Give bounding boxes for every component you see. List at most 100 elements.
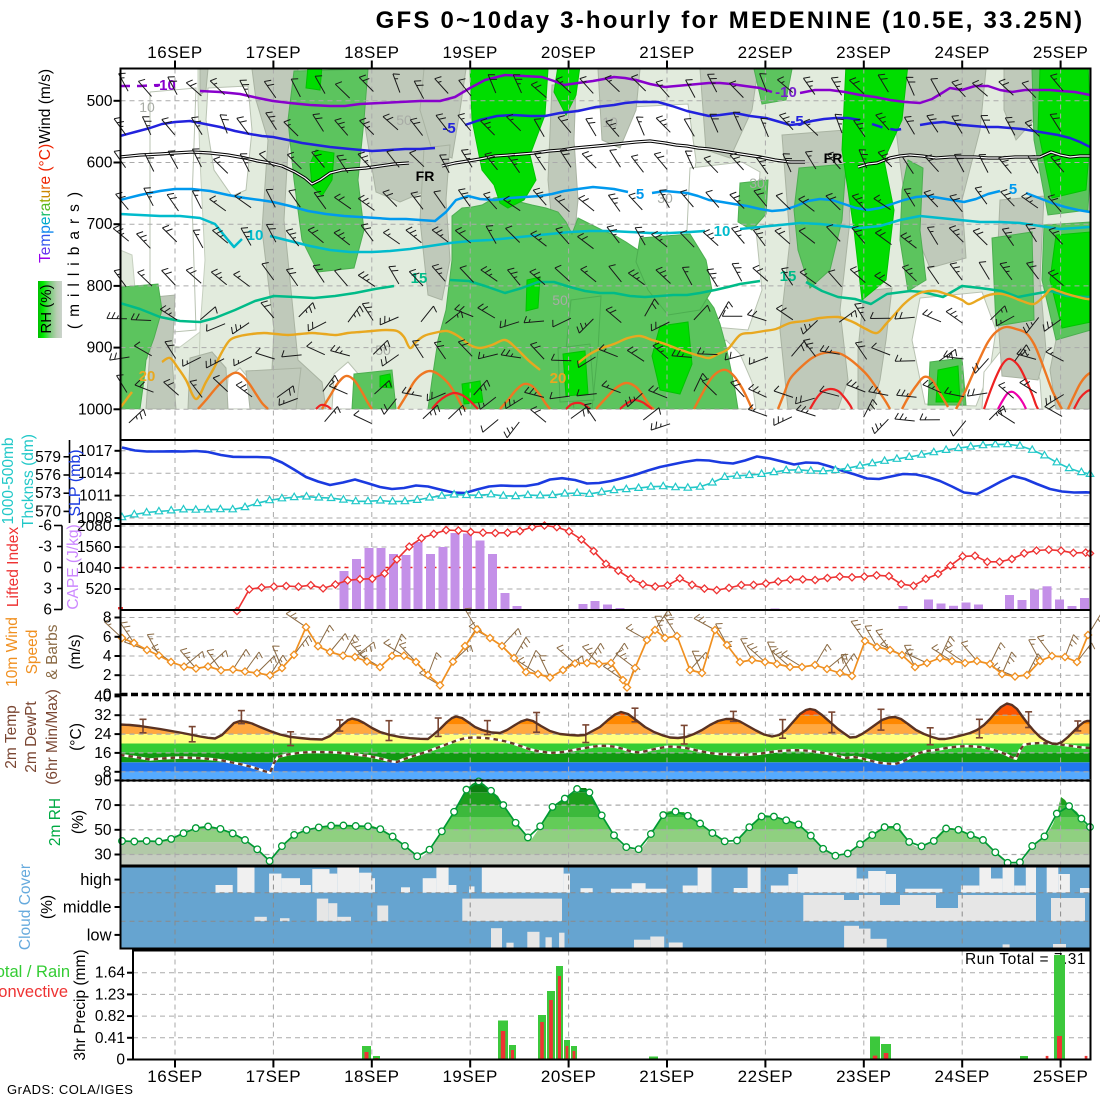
svg-text:2m RH: 2m RH [47, 798, 64, 846]
svg-text:17SEP: 17SEP [246, 43, 301, 62]
svg-text:8: 8 [103, 764, 112, 781]
svg-text:0: 0 [103, 687, 112, 704]
svg-text:1017: 1017 [78, 443, 112, 460]
svg-text:1008: 1008 [78, 510, 112, 527]
svg-text:(millibars): (millibars) [66, 185, 83, 329]
svg-text:700: 700 [87, 216, 113, 233]
svg-text:10m Wind: 10m Wind [4, 617, 21, 687]
svg-text:0.41: 0.41 [95, 1030, 125, 1047]
svg-text:low: low [87, 926, 112, 944]
svg-text:70: 70 [94, 797, 112, 814]
svg-text:23SEP: 23SEP [836, 1067, 891, 1086]
svg-text:579: 579 [35, 449, 61, 466]
svg-text:22SEP: 22SEP [738, 1067, 793, 1086]
svg-text:1011: 1011 [79, 488, 112, 505]
svg-text:-6: -6 [38, 518, 52, 535]
svg-text:2m DewPt: 2m DewPt [23, 701, 40, 773]
svg-text:573: 573 [35, 485, 61, 502]
svg-text:Temperature (°C)Wind (m/s): Temperature (°C)Wind (m/s) [37, 69, 54, 263]
svg-text:19SEP: 19SEP [442, 1067, 497, 1086]
svg-text:1000-500mb: 1000-500mb [0, 437, 17, 524]
svg-text:24SEP: 24SEP [934, 1067, 989, 1086]
svg-text:FR: FR [416, 168, 435, 184]
svg-text:RH (%): RH (%) [38, 284, 55, 333]
svg-text:576: 576 [35, 467, 61, 484]
svg-text:10: 10 [139, 99, 155, 115]
svg-text:(%): (%) [70, 810, 87, 834]
svg-text:1560: 1560 [77, 539, 112, 556]
svg-text:10: 10 [714, 223, 731, 240]
svg-text:(6hr Min/Max): (6hr Min/Max) [44, 689, 61, 785]
svg-text:2080: 2080 [77, 518, 112, 535]
svg-text:high: high [80, 871, 111, 889]
svg-text:19SEP: 19SEP [442, 43, 497, 62]
svg-text:10: 10 [602, 114, 618, 130]
svg-text:50: 50 [552, 292, 568, 308]
svg-text:25SEP: 25SEP [1033, 43, 1088, 62]
svg-text:32: 32 [94, 707, 111, 724]
svg-text:Convective: Convective [0, 983, 68, 1001]
svg-text:16: 16 [94, 745, 111, 762]
svg-text:24: 24 [94, 726, 112, 743]
svg-text:GFS 0~10day 3-hourly for MEDEN: GFS 0~10day 3-hourly for MEDENINE (10.5E… [376, 7, 1085, 34]
svg-text:3: 3 [43, 581, 52, 598]
svg-text:-3: -3 [38, 539, 52, 556]
svg-text:22SEP: 22SEP [738, 43, 793, 62]
svg-text:25SEP: 25SEP [1033, 1067, 1088, 1086]
svg-text:8: 8 [103, 610, 112, 627]
svg-text:24SEP: 24SEP [934, 43, 989, 62]
svg-text:& Barbs: & Barbs [44, 624, 61, 679]
svg-text:18SEP: 18SEP [344, 43, 399, 62]
svg-text:1040: 1040 [77, 560, 112, 577]
svg-text:900: 900 [87, 340, 113, 357]
svg-text:Run Total = 7.31: Run Total = 7.31 [965, 951, 1086, 968]
svg-text:3hr Precip (mm): 3hr Precip (mm) [72, 949, 89, 1060]
svg-text:SLP (mb): SLP (mb) [67, 449, 84, 516]
svg-text:Thcknss (dm): Thcknss (dm) [20, 434, 37, 528]
svg-text:6: 6 [43, 602, 52, 619]
svg-text:500: 500 [87, 93, 113, 110]
svg-text:Total / Rain: Total / Rain [0, 963, 70, 981]
svg-text:2m Temp: 2m Temp [3, 705, 20, 768]
svg-text:30: 30 [749, 175, 765, 191]
svg-text:0: 0 [116, 1052, 125, 1069]
svg-text:20SEP: 20SEP [541, 1067, 596, 1086]
svg-text:15: 15 [411, 270, 428, 287]
svg-text:Lifted Index: Lifted Index [5, 527, 22, 607]
svg-text:18SEP: 18SEP [344, 1067, 399, 1086]
svg-text:0.82: 0.82 [95, 1008, 125, 1025]
svg-text:20: 20 [550, 370, 567, 387]
svg-text:21SEP: 21SEP [639, 1067, 694, 1086]
svg-text:-5: -5 [790, 113, 803, 130]
svg-text:50: 50 [375, 342, 391, 358]
svg-text:20SEP: 20SEP [541, 43, 596, 62]
svg-text:600: 600 [87, 155, 113, 172]
svg-text:1.23: 1.23 [95, 986, 125, 1003]
svg-text:520: 520 [86, 581, 112, 598]
svg-text:30: 30 [94, 847, 112, 864]
svg-text:570: 570 [35, 503, 61, 520]
svg-text:CAPE (J/kg): CAPE (J/kg) [65, 524, 82, 609]
svg-text:90: 90 [94, 772, 112, 789]
svg-text:0: 0 [43, 560, 52, 577]
svg-text:50: 50 [94, 822, 112, 839]
svg-text:Speed: Speed [24, 630, 41, 675]
svg-text:800: 800 [87, 278, 113, 295]
svg-text:-10: -10 [775, 84, 797, 101]
svg-text:-5: -5 [442, 120, 455, 137]
svg-text:6: 6 [103, 629, 112, 646]
svg-text:16SEP: 16SEP [147, 1067, 202, 1086]
svg-text:2: 2 [103, 667, 112, 684]
svg-text:21SEP: 21SEP [639, 43, 694, 62]
svg-text:1000: 1000 [78, 401, 113, 418]
svg-text:Cloud Cover: Cloud Cover [17, 864, 34, 950]
svg-text:1.64: 1.64 [95, 965, 126, 982]
svg-text:40: 40 [94, 688, 112, 705]
svg-text:5: 5 [1009, 181, 1017, 198]
svg-text:20: 20 [139, 368, 156, 385]
svg-text:16SEP: 16SEP [147, 43, 202, 62]
svg-text:10: 10 [247, 227, 264, 244]
svg-text:(%): (%) [39, 895, 56, 919]
svg-text:5: 5 [636, 186, 644, 203]
svg-text:17SEP: 17SEP [246, 1067, 301, 1086]
